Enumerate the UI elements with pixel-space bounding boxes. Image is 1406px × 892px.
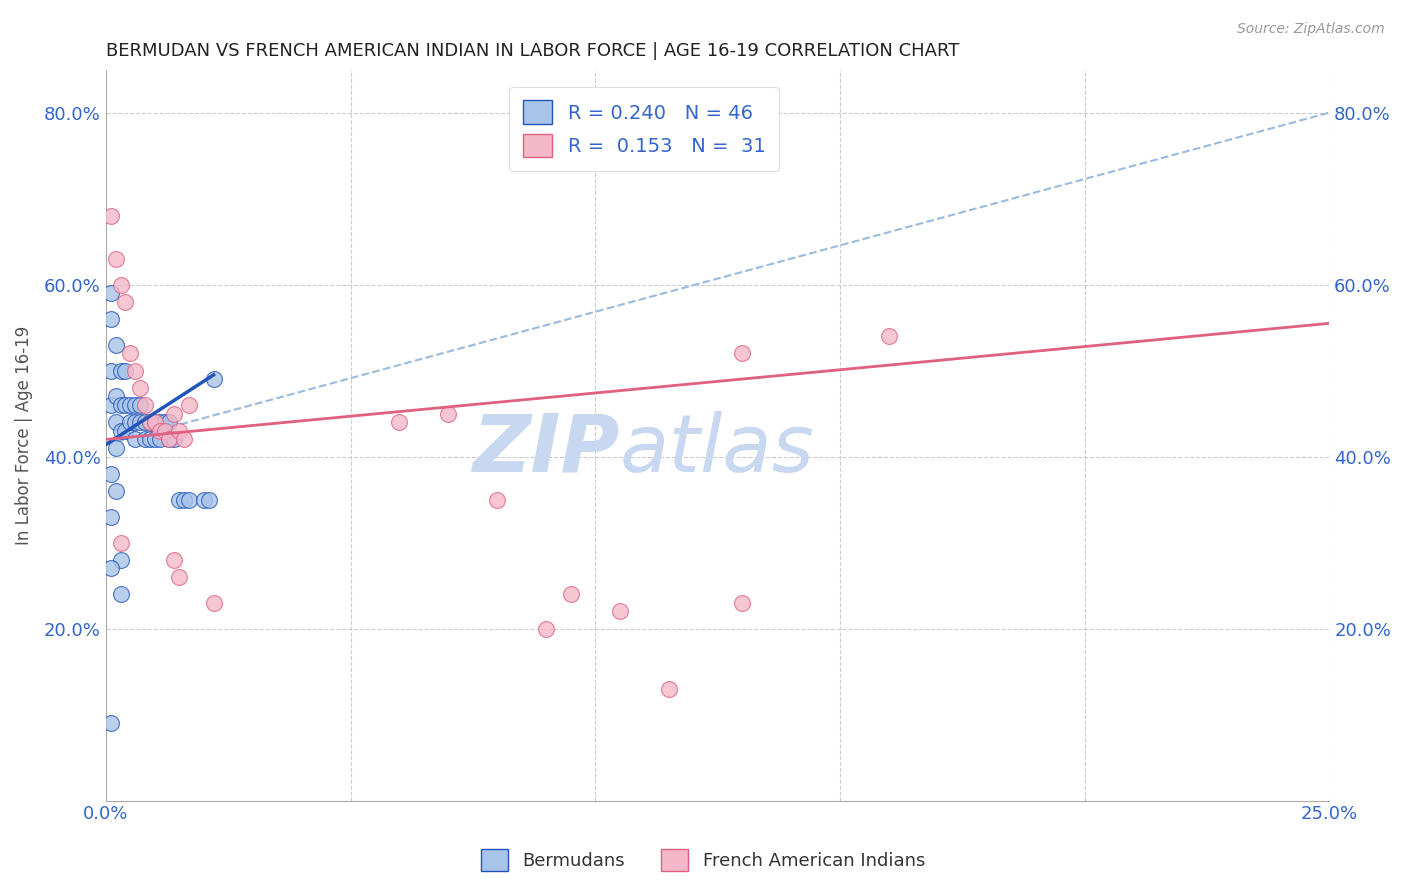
Point — [110, 277, 132, 292]
Point — [110, 553, 132, 567]
Point — [100, 312, 122, 326]
Point — [731, 346, 754, 360]
Point — [560, 587, 582, 601]
Point — [129, 415, 152, 429]
Point — [877, 329, 900, 343]
Point — [143, 415, 166, 429]
Point — [100, 561, 122, 575]
Point — [149, 424, 172, 438]
Point — [202, 372, 225, 386]
Point — [110, 535, 132, 549]
Point — [124, 398, 146, 412]
Legend: Bermudans, French American Indians: Bermudans, French American Indians — [474, 842, 932, 879]
Point — [104, 483, 127, 498]
Point — [609, 604, 631, 618]
Point — [193, 492, 215, 507]
Point — [124, 433, 146, 447]
Point — [149, 415, 172, 429]
Point — [104, 389, 127, 403]
Point — [536, 622, 558, 636]
Point — [197, 492, 219, 507]
Point — [143, 433, 166, 447]
Point — [124, 415, 146, 429]
Point — [120, 415, 142, 429]
Point — [134, 398, 156, 412]
Text: Source: ZipAtlas.com: Source: ZipAtlas.com — [1237, 22, 1385, 37]
Point — [120, 398, 142, 412]
Text: BERMUDAN VS FRENCH AMERICAN INDIAN IN LABOR FORCE | AGE 16-19 CORRELATION CHART: BERMUDAN VS FRENCH AMERICAN INDIAN IN LA… — [105, 42, 959, 60]
Point — [143, 415, 166, 429]
Y-axis label: In Labor Force | Age 16-19: In Labor Force | Age 16-19 — [15, 326, 32, 545]
Point — [153, 424, 176, 438]
Point — [104, 252, 127, 266]
Point — [159, 433, 181, 447]
Point — [134, 433, 156, 447]
Point — [731, 596, 754, 610]
Point — [163, 433, 186, 447]
Point — [100, 509, 122, 524]
Legend: R = 0.240   N = 46, R =  0.153   N =  31: R = 0.240 N = 46, R = 0.153 N = 31 — [509, 87, 779, 171]
Point — [114, 364, 136, 378]
Point — [388, 415, 411, 429]
Point — [129, 381, 152, 395]
Point — [139, 433, 162, 447]
Text: ZIP: ZIP — [472, 410, 620, 489]
Point — [114, 294, 136, 309]
Point — [110, 424, 132, 438]
Point — [104, 441, 127, 455]
Point — [177, 398, 200, 412]
Point — [104, 415, 127, 429]
Point — [167, 424, 190, 438]
Point — [202, 596, 225, 610]
Point — [167, 570, 190, 584]
Point — [124, 364, 146, 378]
Point — [437, 407, 460, 421]
Point — [163, 407, 186, 421]
Text: atlas: atlas — [620, 410, 814, 489]
Point — [100, 467, 122, 481]
Point — [139, 415, 162, 429]
Point — [149, 433, 172, 447]
Point — [134, 415, 156, 429]
Point — [163, 553, 186, 567]
Point — [486, 492, 509, 507]
Point — [129, 398, 152, 412]
Point — [173, 433, 195, 447]
Point — [153, 415, 176, 429]
Point — [159, 433, 181, 447]
Point — [100, 286, 122, 301]
Point — [120, 346, 142, 360]
Point — [658, 681, 681, 696]
Point — [139, 415, 162, 429]
Point — [100, 716, 122, 731]
Point — [100, 398, 122, 412]
Point — [110, 364, 132, 378]
Point — [114, 424, 136, 438]
Point — [177, 492, 200, 507]
Point — [114, 398, 136, 412]
Point — [159, 415, 181, 429]
Point — [167, 492, 190, 507]
Point — [104, 338, 127, 352]
Point — [173, 492, 195, 507]
Point — [110, 587, 132, 601]
Point — [100, 209, 122, 223]
Point — [100, 364, 122, 378]
Point — [110, 398, 132, 412]
